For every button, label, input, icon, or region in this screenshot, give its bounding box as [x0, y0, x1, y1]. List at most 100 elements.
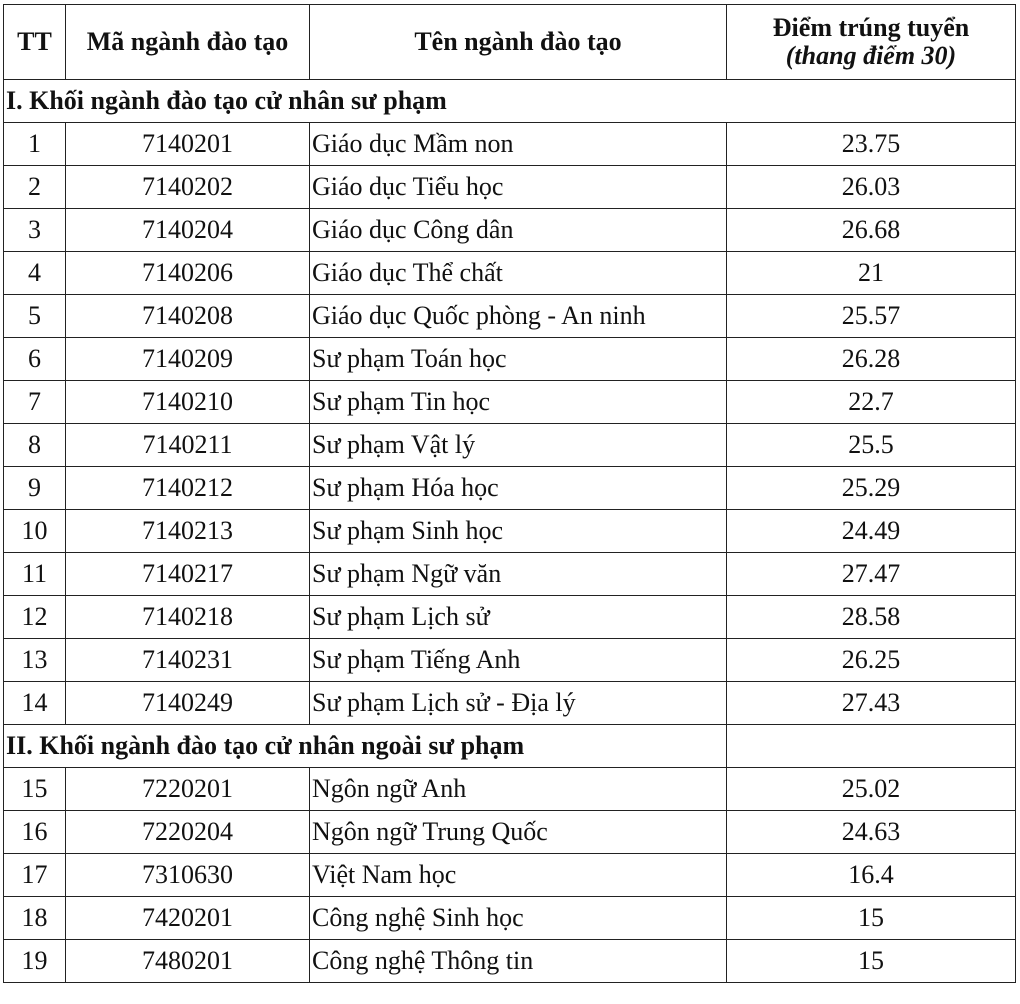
row-score: 21: [726, 251, 1016, 295]
table-row: 4 7140206 Giáo dục Thể chất 21: [3, 251, 1016, 295]
table-row: 15 7220201 Ngôn ngữ Anh 25.02: [3, 767, 1016, 811]
row-score: 27.43: [726, 681, 1016, 725]
row-name: Sư phạm Hóa học: [309, 466, 727, 510]
row-tt: 12: [3, 595, 66, 639]
row-name: Giáo dục Thể chất: [309, 251, 727, 295]
section-empty-cell: [726, 724, 1016, 768]
table-row: 5 7140208 Giáo dục Quốc phòng - An ninh 25.…: [3, 294, 1016, 338]
table-row: 11 7140217 Sư phạm Ngữ văn 27.47: [3, 552, 1016, 596]
table-row: 13 7140231 Sư phạm Tiếng Anh 26.25: [3, 638, 1016, 682]
row-score: 15: [726, 939, 1016, 983]
section-title-1: I. Khối ngành đào tạo cử nhân sư phạm: [3, 79, 1016, 123]
row-code: 7140208: [65, 294, 310, 338]
table-row: 19 7480201 Công nghệ Thông tin 15: [3, 939, 1016, 983]
row-code: 7220204: [65, 810, 310, 854]
row-score: 23.75: [726, 122, 1016, 166]
table-row: 3 7140204 Giáo dục Công dân 26.68: [3, 208, 1016, 252]
row-code: 7480201: [65, 939, 310, 983]
table-row: 1 7140201 Giáo dục Mầm non 23.75: [3, 122, 1016, 166]
row-name: Công nghệ Sinh học: [309, 896, 727, 940]
row-code: 7140201: [65, 122, 310, 166]
table-row: 9 7140212 Sư phạm Hóa học 25.29: [3, 466, 1016, 510]
row-tt: 15: [3, 767, 66, 811]
table-row: 7 7140210 Sư phạm Tin học 22.7: [3, 380, 1016, 424]
row-code: 7140204: [65, 208, 310, 252]
row-name: Việt Nam học: [309, 853, 727, 897]
row-score: 26.68: [726, 208, 1016, 252]
row-tt: 8: [3, 423, 66, 467]
row-score: 25.57: [726, 294, 1016, 338]
row-tt: 2: [3, 165, 66, 209]
row-score: 15: [726, 896, 1016, 940]
table-row: 12 7140218 Sư phạm Lịch sử 28.58: [3, 595, 1016, 639]
row-code: 7140211: [65, 423, 310, 467]
table-row: 6 7140209 Sư phạm Toán học 26.28: [3, 337, 1016, 381]
row-tt: 3: [3, 208, 66, 252]
row-tt: 18: [3, 896, 66, 940]
table-row: 18 7420201 Công nghệ Sinh học 15: [3, 896, 1016, 940]
row-tt: 19: [3, 939, 66, 983]
row-code: 7140210: [65, 380, 310, 424]
row-code: 7140249: [65, 681, 310, 725]
table-row: 17 7310630 Việt Nam học 16.4: [3, 853, 1016, 897]
row-code: 7220201: [65, 767, 310, 811]
row-name: Sư phạm Tiếng Anh: [309, 638, 727, 682]
row-score: 25.29: [726, 466, 1016, 510]
row-name: Giáo dục Công dân: [309, 208, 727, 252]
row-score: 28.58: [726, 595, 1016, 639]
row-tt: 4: [3, 251, 66, 295]
header-score: Điểm trúng tuyển (thang điểm 30): [726, 4, 1016, 80]
section-row-1: I. Khối ngành đào tạo cử nhân sư phạm: [3, 79, 1016, 123]
row-name: Giáo dục Tiểu học: [309, 165, 727, 209]
row-tt: 10: [3, 509, 66, 553]
row-score: 27.47: [726, 552, 1016, 596]
row-tt: 5: [3, 294, 66, 338]
row-tt: 1: [3, 122, 66, 166]
header-code: Mã ngành đào tạo: [65, 4, 310, 80]
table-row: 16 7220204 Ngôn ngữ Trung Quốc 24.63: [3, 810, 1016, 854]
table-row: 10 7140213 Sư phạm Sinh học 24.49: [3, 509, 1016, 553]
row-code: 7140213: [65, 509, 310, 553]
row-tt: 7: [3, 380, 66, 424]
row-code: 7140202: [65, 165, 310, 209]
row-code: 7310630: [65, 853, 310, 897]
row-code: 7140231: [65, 638, 310, 682]
table-row: 14 7140249 Sư phạm Lịch sử - Địa lý 27.43: [3, 681, 1016, 725]
section-title-2: II. Khối ngành đào tạo cử nhân ngoài sư …: [3, 724, 727, 768]
row-name: Giáo dục Quốc phòng - An ninh: [309, 294, 727, 338]
row-score: 26.03: [726, 165, 1016, 209]
row-name: Sư phạm Tin học: [309, 380, 727, 424]
header-name: Tên ngành đào tạo: [309, 4, 727, 80]
row-score: 24.63: [726, 810, 1016, 854]
row-name: Giáo dục Mầm non: [309, 122, 727, 166]
row-name: Sư phạm Lịch sử - Địa lý: [309, 681, 727, 725]
row-tt: 11: [3, 552, 66, 596]
header-tt: TT: [3, 4, 66, 80]
row-name: Sư phạm Toán học: [309, 337, 727, 381]
row-name: Sư phạm Vật lý: [309, 423, 727, 467]
row-tt: 13: [3, 638, 66, 682]
row-score: 26.25: [726, 638, 1016, 682]
row-code: 7140212: [65, 466, 310, 510]
row-code: 7140206: [65, 251, 310, 295]
row-code: 7420201: [65, 896, 310, 940]
header-score-title: Điểm trúng tuyển: [772, 13, 970, 42]
header-row: TT Mã ngành đào tạo Tên ngành đào tạo Đi…: [3, 4, 1016, 80]
row-tt: 14: [3, 681, 66, 725]
row-score: 26.28: [726, 337, 1016, 381]
row-name: Sư phạm Sinh học: [309, 509, 727, 553]
row-tt: 17: [3, 853, 66, 897]
row-name: Ngôn ngữ Trung Quốc: [309, 810, 727, 854]
header-score-note: (thang điểm 30): [785, 41, 957, 70]
row-tt: 9: [3, 466, 66, 510]
row-score: 25.5: [726, 423, 1016, 467]
row-name: Sư phạm Ngữ văn: [309, 552, 727, 596]
row-name: Ngôn ngữ Anh: [309, 767, 727, 811]
row-score: 24.49: [726, 509, 1016, 553]
row-score: 22.7: [726, 380, 1016, 424]
section-row-2: II. Khối ngành đào tạo cử nhân ngoài sư …: [3, 724, 1016, 768]
row-name: Công nghệ Thông tin: [309, 939, 727, 983]
table-row: 8 7140211 Sư phạm Vật lý 25.5: [3, 423, 1016, 467]
row-code: 7140209: [65, 337, 310, 381]
row-score: 25.02: [726, 767, 1016, 811]
